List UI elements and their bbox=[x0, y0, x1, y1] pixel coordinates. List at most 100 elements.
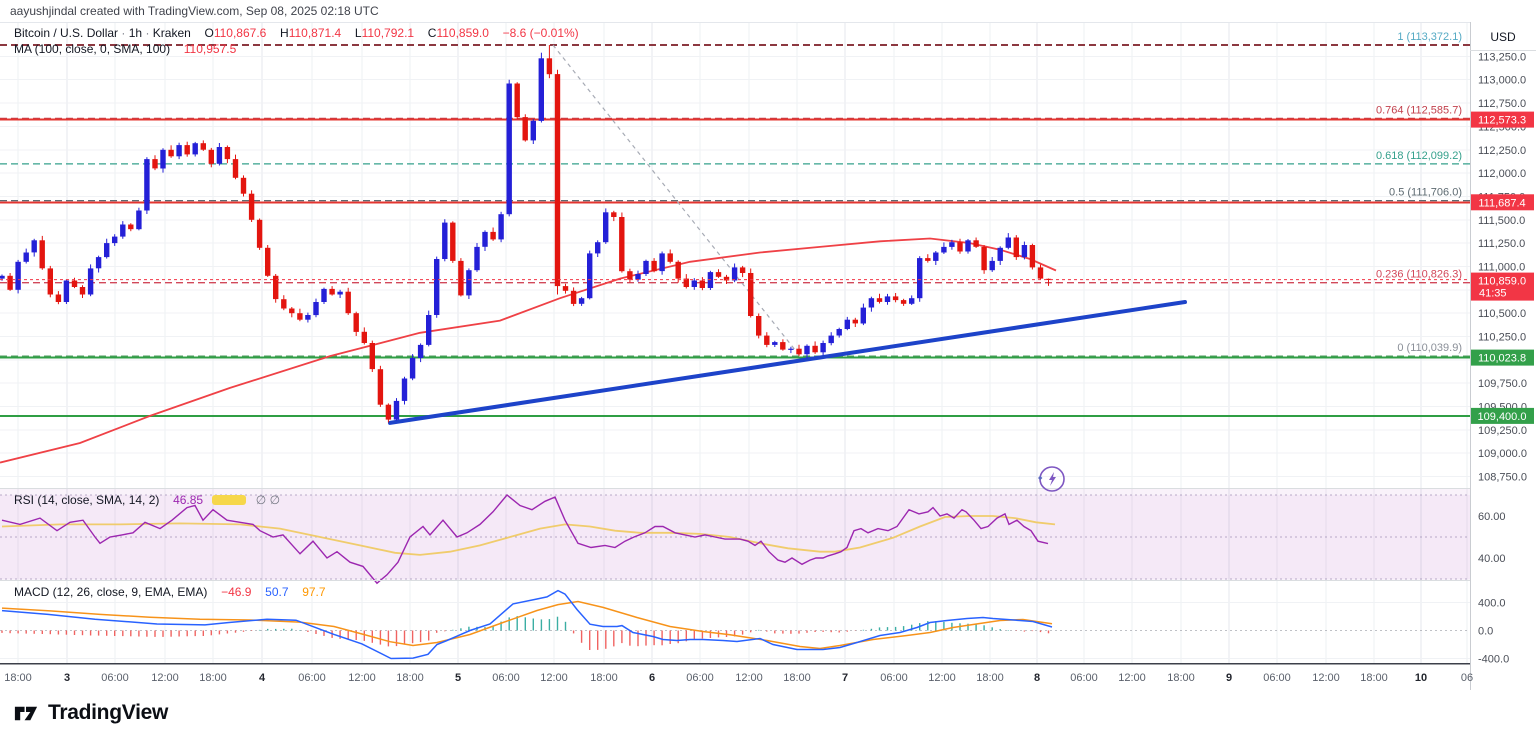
open-label: O bbox=[204, 26, 214, 40]
tradingview-logo-icon bbox=[14, 706, 38, 721]
svg-text:110,859.0: 110,859.0 bbox=[1478, 276, 1526, 288]
support-trendline bbox=[388, 300, 1187, 425]
svg-text:18:00: 18:00 bbox=[396, 672, 424, 684]
svg-text:111,687.4: 111,687.4 bbox=[1478, 197, 1525, 209]
fib-diagonal-trendline bbox=[552, 44, 801, 357]
macd-legend[interactable]: MACD (12, 26, close, 9, EMA, EMA) −46.9 … bbox=[14, 585, 326, 599]
svg-text:0.236 (110,826.3): 0.236 (110,826.3) bbox=[1376, 269, 1462, 281]
ma100-line bbox=[0, 237, 1057, 464]
ma-value: 110,957.5 bbox=[183, 42, 237, 56]
svg-text:18:00: 18:00 bbox=[590, 672, 618, 684]
svg-text:06:00: 06:00 bbox=[686, 672, 714, 684]
svg-text:110,250.0: 110,250.0 bbox=[1478, 332, 1526, 344]
svg-text:12:00: 12:00 bbox=[1118, 672, 1146, 684]
rsi-legend[interactable]: RSI (14, close, SMA, 14, 2) 46.85 ∅ ∅ bbox=[14, 493, 280, 507]
rsi-empty-bands: ∅ ∅ bbox=[255, 493, 281, 507]
svg-text:109,000.0: 109,000.0 bbox=[1478, 448, 1527, 460]
svg-text:12:00: 12:00 bbox=[928, 672, 956, 684]
svg-text:12:00: 12:00 bbox=[151, 672, 179, 684]
close-value: 110,859.0 bbox=[436, 26, 489, 40]
svg-text:1 (113,372.1): 1 (113,372.1) bbox=[1397, 31, 1462, 43]
svg-text:USD: USD bbox=[1490, 30, 1516, 44]
svg-text:06:00: 06:00 bbox=[101, 672, 129, 684]
svg-text:400.0: 400.0 bbox=[1478, 598, 1506, 610]
svg-text:3: 3 bbox=[64, 672, 70, 684]
svg-text:110,023.8: 110,023.8 bbox=[1478, 353, 1526, 365]
pane-separators bbox=[0, 488, 1536, 665]
open-value: 110,867.6 bbox=[213, 26, 267, 40]
svg-text:111,500.0: 111,500.0 bbox=[1478, 215, 1525, 227]
svg-text:06:00: 06:00 bbox=[492, 672, 520, 684]
svg-text:06:00: 06:00 bbox=[298, 672, 326, 684]
low-label: L bbox=[354, 26, 362, 40]
svg-text:111,000.0: 111,000.0 bbox=[1478, 262, 1525, 274]
symbol-legend[interactable]: Bitcoin / U.S. Dollar · 1h · Kraken O110… bbox=[14, 26, 579, 40]
high-label: H bbox=[280, 26, 289, 40]
svg-text:-400.0: -400.0 bbox=[1478, 654, 1509, 666]
svg-text:18:00: 18:00 bbox=[4, 672, 32, 684]
svg-text:40.00: 40.00 bbox=[1478, 553, 1506, 565]
svg-text:18:00: 18:00 bbox=[783, 672, 811, 684]
rsi-pane bbox=[0, 494, 1470, 585]
symbol-title: Bitcoin / U.S. Dollar bbox=[14, 26, 119, 40]
svg-text:8: 8 bbox=[1034, 672, 1040, 684]
time-axis-labels: 18:00 3 06:00 12:00 18:00 4 06:00 12:00 18:00 5 06… bbox=[4, 672, 1473, 684]
interval-label: 1h bbox=[128, 26, 143, 40]
price-axis[interactable] bbox=[1470, 22, 1536, 664]
last-price-badge: 110,859.041:35 bbox=[1471, 272, 1534, 301]
svg-text:5: 5 bbox=[455, 672, 461, 684]
svg-text:10: 10 bbox=[1415, 672, 1427, 684]
svg-text:0.618 (112,099.2): 0.618 (112,099.2) bbox=[1376, 150, 1462, 162]
svg-text:113,000.0: 113,000.0 bbox=[1478, 75, 1526, 87]
close-label: C bbox=[427, 26, 437, 40]
svg-text:18:00: 18:00 bbox=[1360, 672, 1388, 684]
svg-text:111,250.0: 111,250.0 bbox=[1478, 238, 1525, 250]
auto-refresh-icon bbox=[1038, 466, 1065, 492]
change-value: −8.6 (−0.01%) bbox=[502, 26, 579, 40]
tradingview-logo-text: TradingView bbox=[48, 701, 169, 724]
svg-text:112,573.3: 112,573.3 bbox=[1478, 115, 1526, 127]
rsi-label: RSI (14, close, SMA, 14, 2) bbox=[14, 493, 160, 507]
svg-text:06:00: 06:00 bbox=[1263, 672, 1291, 684]
tradingview-logo[interactable]: TradingView bbox=[12, 699, 168, 727]
svg-text:12:00: 12:00 bbox=[540, 672, 568, 684]
exchange-label: Kraken bbox=[152, 26, 191, 40]
attribution-text: aayushjindal created with TradingView.co… bbox=[10, 4, 379, 18]
svg-text:0.0: 0.0 bbox=[1478, 626, 1493, 638]
rsi-ma-value-highlight bbox=[212, 494, 247, 505]
fib-retracement-levels: 1 (113,372.1) 0.764 (112,585.7) 0.618 (112… bbox=[0, 31, 1470, 357]
horizontal-sr-lines bbox=[0, 118, 1470, 417]
svg-text:0.764 (112,585.7): 0.764 (112,585.7) bbox=[1376, 104, 1462, 116]
rsi-value: 46.85 bbox=[173, 493, 204, 507]
svg-text:18:00: 18:00 bbox=[976, 672, 1004, 684]
ma-legend[interactable]: MA (100, close, 0, SMA, 100) 110,957.5 bbox=[14, 42, 236, 56]
price-badge: 111,687.4 bbox=[1471, 194, 1534, 211]
price-badge: 110,023.8 bbox=[1471, 349, 1534, 366]
svg-text:6: 6 bbox=[649, 672, 655, 684]
high-value: 110,871.4 bbox=[288, 26, 342, 40]
macd-signal-value: 97.7 bbox=[302, 585, 326, 599]
price-badge: 109,400.0 bbox=[1471, 407, 1534, 424]
svg-text:7: 7 bbox=[842, 672, 848, 684]
svg-text:12:00: 12:00 bbox=[1312, 672, 1340, 684]
svg-text:112,000.0: 112,000.0 bbox=[1478, 168, 1526, 180]
svg-text:110,500.0: 110,500.0 bbox=[1478, 308, 1526, 320]
svg-text:109,250.0: 109,250.0 bbox=[1478, 425, 1527, 437]
candlestick-series bbox=[0, 45, 1052, 423]
price-badge: 112,573.3 bbox=[1471, 111, 1534, 128]
macd-hist-value: −46.9 bbox=[221, 585, 252, 599]
svg-text:18:00: 18:00 bbox=[1167, 672, 1195, 684]
macd-label: MACD (12, 26, close, 9, EMA, EMA) bbox=[14, 585, 208, 599]
time-axis[interactable] bbox=[0, 664, 1470, 690]
svg-text:109,400.0: 109,400.0 bbox=[1478, 411, 1527, 423]
svg-text:113,250.0: 113,250.0 bbox=[1478, 51, 1526, 63]
svg-text:41:35: 41:35 bbox=[1479, 288, 1507, 300]
low-value: 110,792.1 bbox=[361, 26, 415, 40]
svg-text:4: 4 bbox=[259, 672, 266, 684]
svg-text:112,250.0: 112,250.0 bbox=[1478, 145, 1526, 157]
ma-label: MA (100, close, 0, SMA, 100) bbox=[14, 42, 171, 56]
svg-text:06: 06 bbox=[1461, 672, 1473, 684]
svg-text:0 (110,039.9): 0 (110,039.9) bbox=[1397, 342, 1462, 354]
